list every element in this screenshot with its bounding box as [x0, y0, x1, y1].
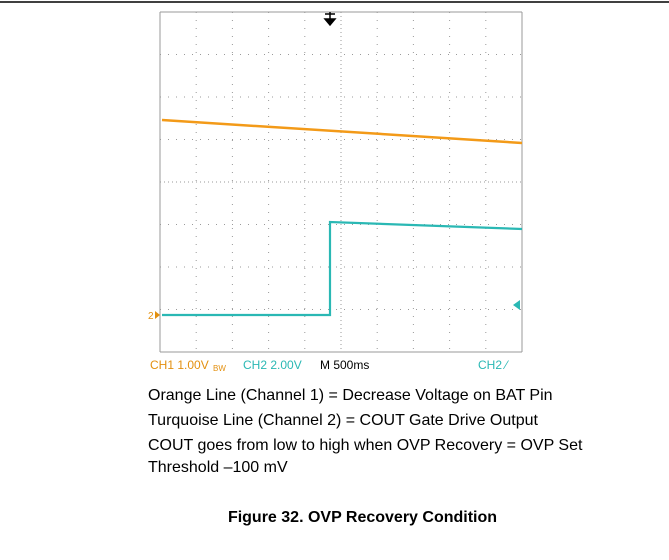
status-ch1: CH1 1.00V — [150, 358, 209, 372]
ch2-marker: 2 — [148, 311, 154, 322]
caption-line: Orange Line (Channel 1) = Decrease Volta… — [148, 386, 553, 406]
caption-line: COUT goes from low to high when OVP Reco… — [148, 436, 582, 456]
oscilloscope-figure: 2 CH1 1.00V BW CH2 2.00V M 500ms CH2 ⁄ — [0, 0, 669, 380]
page: 2 CH1 1.00V BW CH2 2.00V M 500ms CH2 ⁄ O… — [0, 0, 669, 560]
scope-screen — [148, 10, 524, 372]
status-ch2: CH2 2.00V — [243, 358, 302, 372]
figure-title: Figure 32. OVP Recovery Condition — [0, 509, 669, 527]
caption-line: Turquoise Line (Channel 2) = COUT Gate D… — [148, 411, 538, 431]
status-timebase: M 500ms — [320, 358, 369, 372]
status-bw: BW — [213, 364, 226, 373]
status-trigger: CH2 ⁄ — [478, 358, 509, 372]
caption-line: Threshold –100 mV — [148, 458, 288, 478]
